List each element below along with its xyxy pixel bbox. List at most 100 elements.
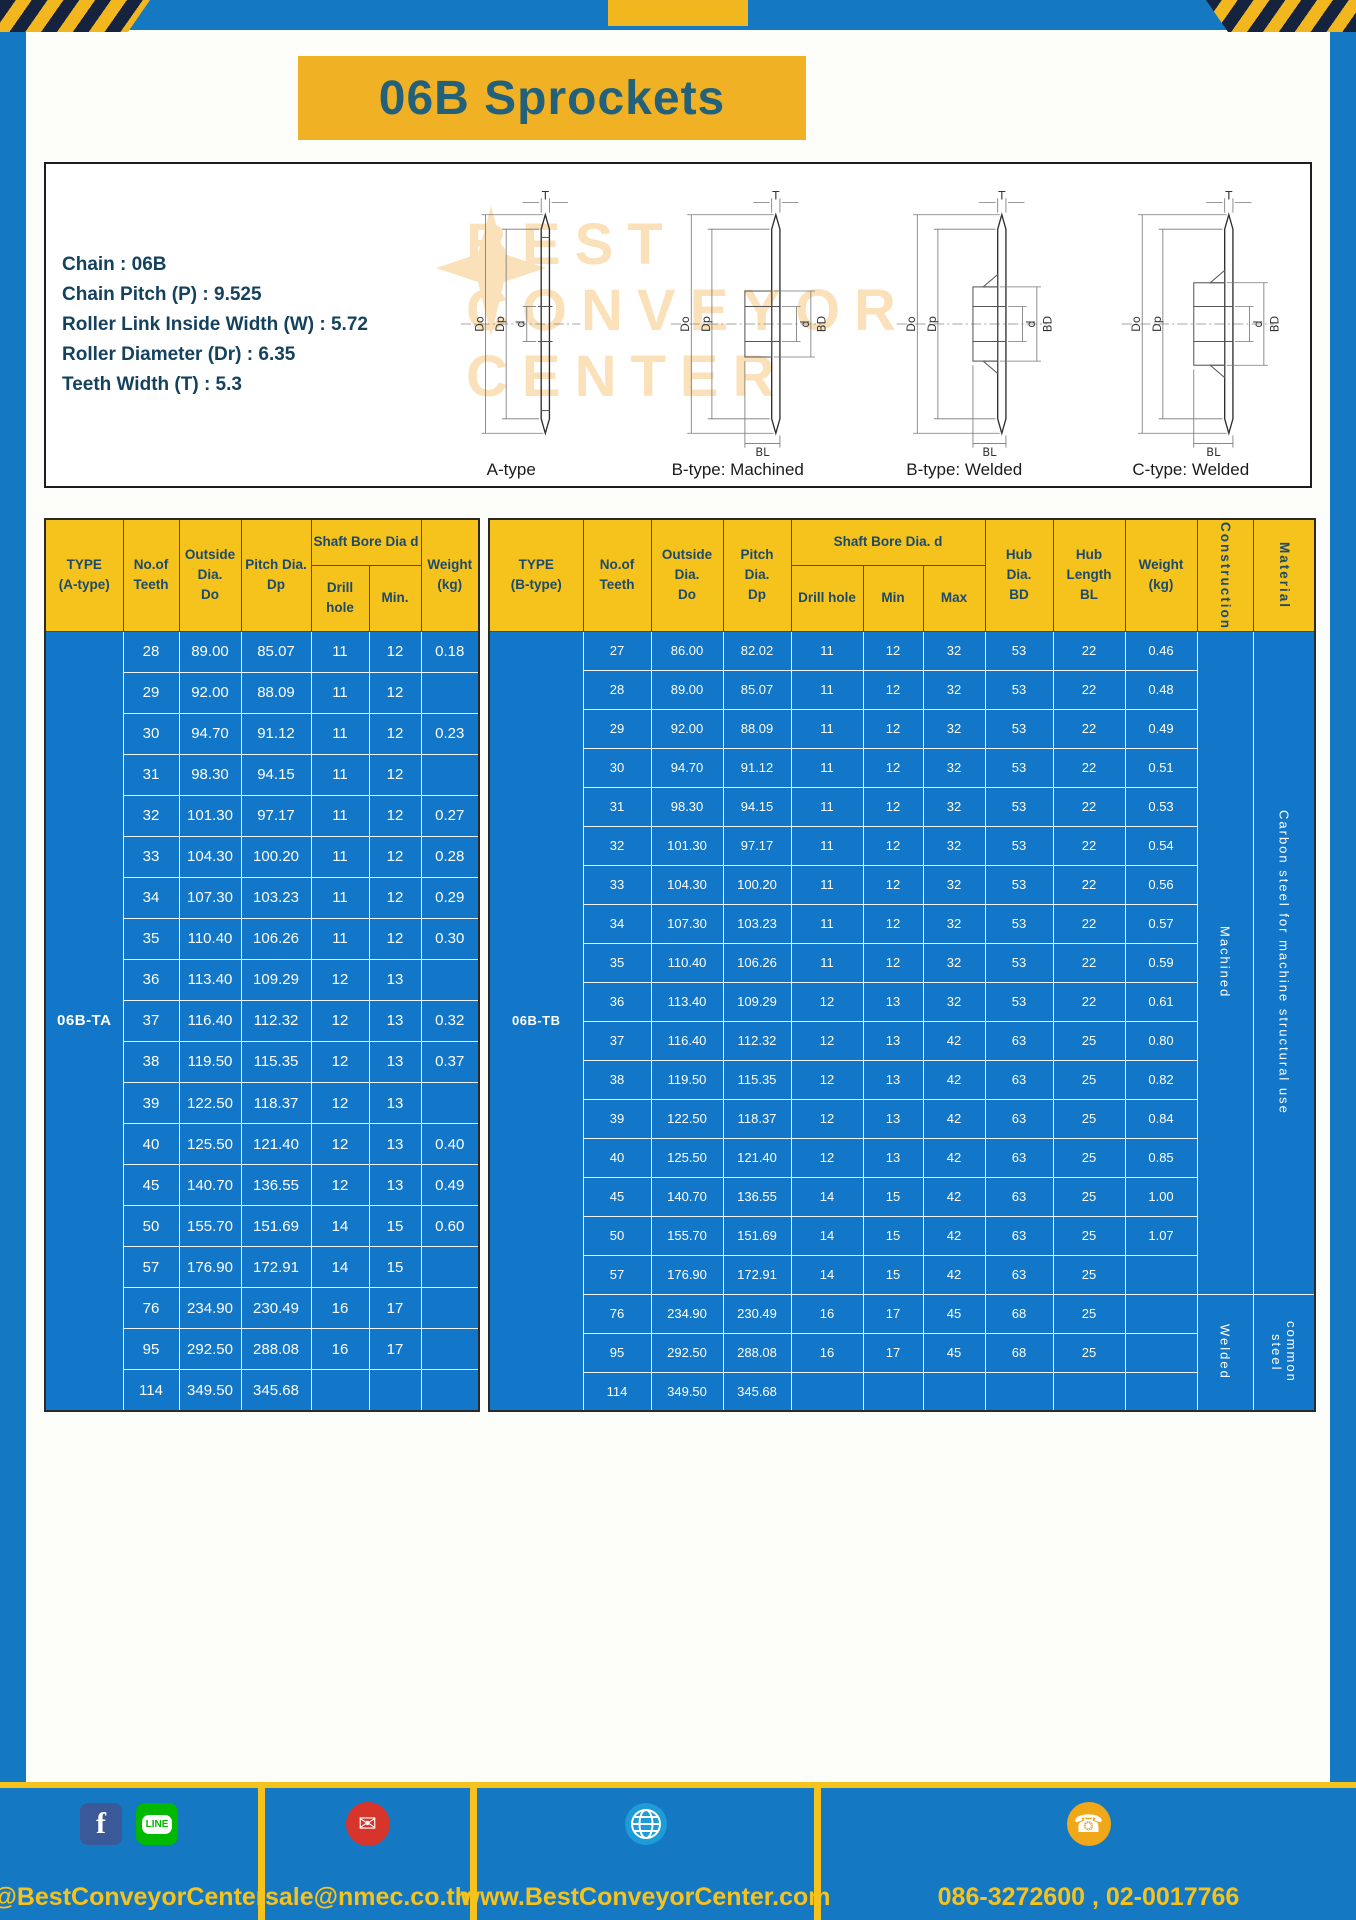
data-cell: 22	[1052, 903, 1126, 944]
table-row: 76 234.90 230.49 16 17	[45, 1287, 480, 1330]
hazard-stripe-top-right	[1206, 0, 1356, 32]
data-cell: 98.30	[650, 786, 724, 827]
data-cell: 82.02	[722, 630, 792, 671]
material-cell: common steel	[1252, 1293, 1316, 1412]
data-cell: 32	[922, 942, 986, 983]
table-row: 95 292.50 288.08 16 17	[45, 1328, 480, 1371]
data-cell: 11	[310, 753, 370, 796]
facebook-handle[interactable]: @BestConveyorCenter	[0, 1883, 266, 1911]
email-icon[interactable]: ✉	[345, 1802, 390, 1846]
dim-label-do: Do	[678, 316, 692, 332]
b-type-machined-drawing-icon: T Do Dp d	[670, 190, 828, 458]
table-row: 38 119.50 115.35 12 13 42 63 25 0.82	[489, 1059, 1315, 1100]
data-cell: 53	[984, 630, 1054, 671]
dim-label-bd: BD	[814, 315, 828, 332]
facebook-icon[interactable]: f	[80, 1803, 122, 1845]
data-cell: 140.70	[178, 1164, 242, 1207]
data-cell: 22	[1052, 708, 1126, 749]
data-cell: 68	[984, 1332, 1054, 1373]
table-row: 37 116.40 112.32 12 13 0.32	[45, 999, 480, 1042]
type-cell: 06B-TB	[488, 630, 584, 1412]
data-cell: 32	[922, 981, 986, 1022]
dim-label-dp: Dp	[1149, 316, 1163, 332]
dim-label-bl: BL	[1206, 445, 1221, 458]
data-cell: 16	[310, 1328, 370, 1371]
header-outside-dia: Outside Dia. Do	[178, 518, 242, 632]
data-cell: 28	[582, 669, 652, 710]
header-pitch-dia: Pitch Dia. Dp	[722, 518, 792, 632]
header-hub-dia: Hub Dia. BD	[984, 518, 1054, 632]
website-url[interactable]: www.BestConveyorCenter.com	[460, 1883, 831, 1911]
data-cell	[420, 1328, 480, 1371]
dim-label-bd: BD	[1040, 315, 1054, 332]
dim-label-d: d	[1250, 320, 1264, 327]
a-type-table-body: 06B-TA 28 89.00 85.07 11 12 0.18 29 92.00 88.09 11…	[44, 630, 480, 1412]
dim-label-d: d	[1024, 320, 1038, 327]
data-cell: 50	[122, 1205, 180, 1248]
data-cell: 94.15	[722, 786, 792, 827]
page-content: 06B Sprockets BEST CONVEYOR CENTER Chain…	[26, 30, 1330, 1782]
phone-numbers[interactable]: 086-3272600 , 02-0017766	[937, 1883, 1240, 1911]
footer-section-email: ✉ sale@nmec.co.th	[258, 1788, 470, 1920]
dim-label-dp: Dp	[925, 316, 939, 332]
data-cell: 0.60	[420, 1205, 480, 1248]
dim-label-bl: BL	[982, 445, 997, 458]
email-address[interactable]: sale@nmec.co.th	[265, 1883, 471, 1911]
data-cell: 12	[368, 876, 422, 919]
data-cell: 113.40	[650, 981, 724, 1022]
table-row: 95 292.50 288.08 16 17 45 68 25	[489, 1332, 1315, 1373]
table-row: 50 155.70 151.69 14 15 0.60	[45, 1205, 480, 1248]
data-cell	[1124, 1293, 1198, 1334]
phone-icon[interactable]: ☎	[1066, 1802, 1111, 1846]
data-cell: 50	[582, 1215, 652, 1256]
data-cell	[420, 753, 480, 796]
data-cell: 53	[984, 825, 1054, 866]
data-cell: 30	[582, 747, 652, 788]
header-outside-dia: Outside Dia. Do	[650, 518, 724, 632]
table-row: 36 113.40 109.29 12 13	[45, 958, 480, 1001]
data-cell: 11	[310, 712, 370, 755]
data-cell	[368, 1369, 422, 1412]
data-cell: 104.30	[178, 835, 242, 878]
data-cell: 14	[310, 1205, 370, 1248]
construction-cell: Machined	[1196, 630, 1254, 1295]
data-cell: 94.70	[650, 747, 724, 788]
data-cell: 63	[984, 1215, 1054, 1256]
data-cell: 13	[368, 999, 422, 1042]
data-cell: 33	[122, 835, 180, 878]
data-cell	[420, 1082, 480, 1125]
data-cell: 12	[862, 630, 924, 671]
data-cell: 42	[922, 1059, 986, 1100]
data-cell: 42	[922, 1215, 986, 1256]
globe-icon[interactable]	[624, 1802, 668, 1846]
data-cell: 11	[790, 942, 864, 983]
data-cell: 12	[368, 835, 422, 878]
data-cell: 33	[582, 864, 652, 905]
hazard-stripe-top-left	[0, 0, 150, 32]
data-cell: 15	[862, 1215, 924, 1256]
data-cell: 63	[984, 1020, 1054, 1061]
data-cell: 32	[922, 903, 986, 944]
data-cell: 100.20	[240, 835, 312, 878]
drawing-c-type-welded: T Do Dp d	[1078, 172, 1305, 480]
data-cell: 22	[1052, 786, 1126, 827]
header-weight: Weight (kg)	[1124, 518, 1198, 632]
data-cell: 14	[790, 1254, 864, 1295]
line-icon-label: LINE	[141, 1814, 173, 1834]
data-cell: 12	[310, 1164, 370, 1207]
data-cell: 118.37	[240, 1082, 312, 1125]
data-cell: 12	[310, 999, 370, 1042]
data-cell: 12	[310, 1123, 370, 1166]
data-cell: 11	[790, 708, 864, 749]
data-cell: 0.61	[1124, 981, 1198, 1022]
data-cell: 114	[122, 1369, 180, 1412]
data-cell: 12	[862, 747, 924, 788]
line-icon[interactable]: LINE	[136, 1803, 178, 1845]
data-cell: 32	[122, 794, 180, 837]
data-cell: 27	[582, 630, 652, 671]
data-cell: 12	[790, 1098, 864, 1139]
table-row: 34 107.30 103.23 11 12 0.29	[45, 876, 480, 919]
spec-line: Teeth Width (T) : 5.3	[62, 374, 242, 395]
data-cell: 13	[862, 1059, 924, 1100]
data-cell: 0.49	[1124, 708, 1198, 749]
